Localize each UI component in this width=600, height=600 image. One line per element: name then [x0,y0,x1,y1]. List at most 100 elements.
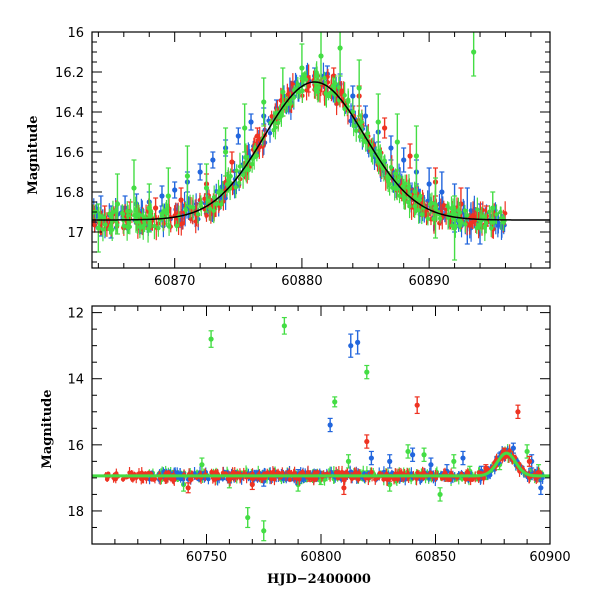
cloud-point [100,227,106,232]
cloud-point [392,186,397,191]
cloud-point [121,223,127,229]
cloud-point [103,222,108,227]
cloud-point [166,470,171,475]
y-tick-label: 18 [67,505,84,520]
x-tick-label: 60850 [415,550,456,565]
y-tick-label: 14 [67,373,84,388]
y-tick-label: 12 [67,307,84,322]
bottom-ylabel: Magnitude [40,389,55,468]
cloud-point [287,477,293,482]
cloud-point [291,95,297,100]
cloud-point [275,120,281,126]
cloud-point [369,470,374,475]
data-point [394,139,400,145]
cloud-point [125,213,131,218]
data-point [210,157,216,163]
cloud-point [305,469,311,475]
data-point [458,201,464,207]
cloud-point [174,223,179,229]
cloud-point [476,476,481,481]
cloud-point [358,120,363,126]
data-point [146,205,152,211]
cloud-point [328,90,333,96]
cloud-point [125,208,130,214]
cloud-point [481,475,486,481]
data-point [208,336,214,342]
cloud-point [431,216,436,222]
cloud-point [357,134,363,139]
cloud-point [269,114,274,119]
cloud-point [498,209,503,215]
cloud-point [397,193,402,198]
data-point [185,485,191,491]
cloud-point [207,206,213,211]
cloud-point [470,212,476,218]
data-point [515,409,521,415]
data-point [249,481,255,488]
cloud-point [183,206,188,212]
cloud-point [339,469,345,475]
cloud-point [487,209,492,214]
cloud-point [484,220,489,226]
data-point [451,225,458,231]
cloud-point [267,131,273,136]
data-point [332,399,338,405]
cloud-point [417,197,422,202]
cloud-point [427,201,433,207]
cloud-point [237,164,243,169]
data-point [222,149,229,155]
cloud-point [218,202,224,207]
cloud-point [421,470,427,476]
cloud-point [470,220,475,225]
cloud-point [405,185,411,191]
data-point [413,153,420,159]
data-point [426,181,432,187]
cloud-point [442,470,448,475]
cloud-point [388,164,394,170]
cloud-point [349,476,355,482]
cloud-point [474,225,479,231]
data-point [165,193,171,199]
cloud-point [228,174,233,179]
cloud-point [152,223,157,229]
cloud-point [156,226,161,231]
cloud-point [385,176,390,181]
data-point [280,89,286,95]
cloud-point [407,204,412,209]
cloud-point [213,477,218,482]
cloud-point [92,223,97,228]
data-point [451,458,457,464]
data-point [261,99,267,105]
data-point [345,458,352,464]
plot-area-1 [92,316,550,542]
cloud-point [397,174,402,180]
cloud-point [135,219,140,224]
cloud-point [128,209,133,214]
data-point [460,455,466,461]
cloud-point [214,201,219,207]
cloud-point [142,222,147,227]
cloud-point [464,470,470,475]
cloud-point [463,222,468,227]
cloud-point [195,211,201,217]
data-point [401,157,407,163]
data-point [510,445,516,451]
data-point [387,481,393,488]
cloud-point [342,106,347,112]
cloud-point [230,470,235,476]
data-point [368,455,374,461]
cloud-point [419,212,424,217]
cloud-point [107,226,112,232]
data-point [235,133,241,139]
cloud-point [494,212,499,217]
y-tick-label: 16.6 [55,146,84,161]
data-point [178,197,184,203]
cloud-point [333,470,339,475]
cloud-point [226,177,231,183]
y-tick-label: 16.4 [55,106,84,121]
data-point [526,458,532,464]
cloud-point [413,208,418,214]
cloud-point [211,194,217,200]
cloud-point [326,93,331,99]
